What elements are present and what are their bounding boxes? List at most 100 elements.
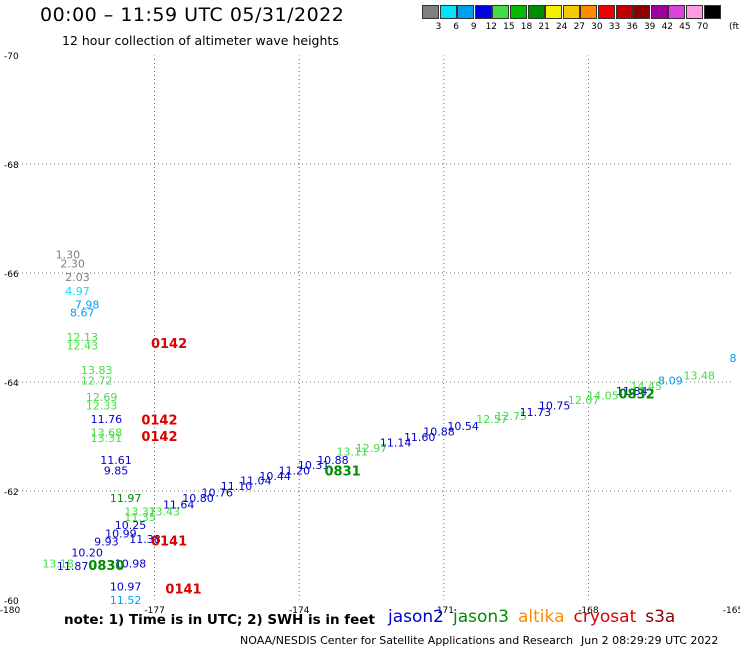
wave-height-value: 13.31: [91, 432, 123, 445]
color-scale-swatch: [492, 5, 510, 19]
wave-height-value: 11.35: [124, 511, 156, 524]
legend-entry-altika: altika: [518, 607, 565, 627]
x-tick-label: -180: [0, 606, 20, 616]
wave-height-value: 8: [730, 352, 737, 365]
wave-height-value: 13.18: [42, 557, 74, 570]
y-tick-label: -60: [4, 597, 19, 607]
color-scale-label: 15: [503, 22, 515, 32]
color-scale-swatch: [615, 5, 633, 19]
wave-height-value: 13.43: [148, 506, 180, 519]
wave-height-value: 10.80: [182, 492, 214, 505]
wave-height-value: 14.05: [587, 389, 619, 402]
wave-height-value: 2.03: [65, 271, 90, 284]
y-tick-label: -70: [4, 52, 19, 62]
legend-entry-cryosat: cryosat: [573, 607, 637, 627]
satellite-legend: jason2 jason3 altika cryosat s3a: [388, 607, 684, 627]
color-scale-label: 9: [470, 22, 477, 32]
color-scale-label: 45: [679, 22, 691, 32]
wave-height-value: 10.54: [447, 420, 479, 433]
color-scale-swatch: [527, 5, 545, 19]
color-scale-swatch: [580, 5, 598, 19]
wave-height-value: 12.97: [356, 442, 388, 455]
color-scale-swatch: [598, 5, 615, 19]
wave-height-value: 10.97: [110, 581, 142, 594]
color-scale-swatch: [545, 5, 563, 19]
color-scale-label: 18: [520, 22, 533, 32]
wave-height-value: 12.33: [86, 399, 118, 412]
pass-time-label: 0142: [151, 337, 187, 352]
pass-time-label: 0141: [165, 582, 201, 597]
color-scale-label: 12: [485, 22, 498, 32]
color-scale-swatch: [474, 5, 492, 19]
wave-height-value: 11.10: [221, 480, 253, 493]
wave-height-value: 8.09: [658, 375, 683, 388]
color-scale-label: 42: [661, 22, 674, 32]
wave-height-value: 12.69: [86, 391, 118, 404]
color-scale-label: 21: [538, 22, 550, 32]
color-scale-label: 3: [435, 22, 442, 32]
wave-height-value: 10.75: [539, 399, 571, 412]
wave-height-value: 12.72: [81, 375, 113, 388]
color-scale-swatch: [668, 5, 686, 19]
wave-height-value: 10.31: [298, 459, 330, 472]
plot-frame: [9, 54, 734, 601]
pass-time-label: 0830: [88, 559, 124, 574]
wave-height-value: 13.83: [81, 364, 113, 377]
wave-height-value: 2.30: [60, 258, 85, 271]
wave-height-value: 12.75: [496, 410, 528, 423]
wave-height-value: 9.93: [94, 536, 119, 549]
wave-height-value: 4.97: [65, 285, 90, 298]
color-scale-swatch: [650, 5, 668, 19]
wave-height-value: 7.98: [75, 298, 100, 311]
color-scale-label: 27: [573, 22, 586, 32]
color-scale-label: 36: [626, 22, 638, 32]
wave-height-value: 12.43: [67, 339, 99, 352]
wave-height-value: 11.87: [57, 560, 89, 573]
x-tick-label: -165: [723, 606, 740, 616]
wave-height-value: 11.20: [279, 465, 311, 478]
wave-height-value: 11.14: [380, 436, 412, 449]
wave-height-value: 13.37: [124, 506, 156, 519]
color-scale-label: 70: [696, 22, 709, 32]
chart-subtitle: 12 hour collection of altimeter wave hei…: [62, 33, 339, 48]
wave-height-value: 13.48: [684, 369, 716, 382]
color-scale-label: 33: [608, 22, 621, 32]
pass-time-label: 0141: [151, 535, 187, 550]
footnote: note: 1) Time is in UTC; 2) SWH is in fe…: [64, 612, 375, 628]
pass-time-label: 0831: [324, 465, 360, 480]
y-tick-label: -68: [4, 161, 19, 171]
pass-time-label: 0142: [141, 430, 177, 445]
legend-entry-jason3: jason3: [453, 607, 509, 627]
wave-height-value: 10.99: [105, 527, 137, 540]
legend-entry-s3a: s3a: [645, 607, 676, 627]
color-scale-label: 24: [555, 22, 568, 32]
x-tick-label: -171: [434, 606, 454, 616]
page-title: 00:00 – 11:59 UTC 05/31/2022: [40, 4, 345, 26]
wave-height-value: 11.38: [129, 533, 161, 546]
wave-height-value: 11.97: [110, 492, 142, 505]
wave-height-value: 10.98: [115, 557, 147, 570]
credit-line: NOAA/NESDIS Center for Satellite Applica…: [240, 634, 574, 647]
wave-height-value: 11.64: [163, 498, 195, 511]
wave-height-value: 11.76: [91, 413, 123, 426]
color-scale-label: 39: [643, 22, 656, 32]
wave-height-value: 13.11: [336, 446, 368, 459]
color-scale-swatch: [457, 5, 475, 19]
wave-height-value: 11.61: [100, 454, 132, 467]
color-scale-label: 6: [453, 22, 459, 32]
wave-height-value: 12.13: [67, 331, 99, 344]
pass-time-label: 0142: [141, 414, 177, 429]
color-scale-swatch: [703, 5, 721, 19]
wave-height-value: 11.60: [404, 431, 436, 444]
generated-timestamp: Jun 2 08:29:29 UTC 2022: [581, 634, 719, 647]
y-tick-label: -62: [4, 488, 19, 498]
color-scale-swatch: [510, 5, 527, 19]
wave-height-value: 14.45: [630, 380, 662, 393]
wave-height-value: 11.73: [520, 406, 552, 419]
color-scale-swatch: [562, 5, 580, 19]
color-scale-unit: (ft): [729, 22, 740, 32]
wave-height-value: 10.20: [71, 546, 103, 559]
wave-height-value: 11.84: [616, 385, 648, 398]
y-tick-label: -66: [4, 270, 19, 280]
